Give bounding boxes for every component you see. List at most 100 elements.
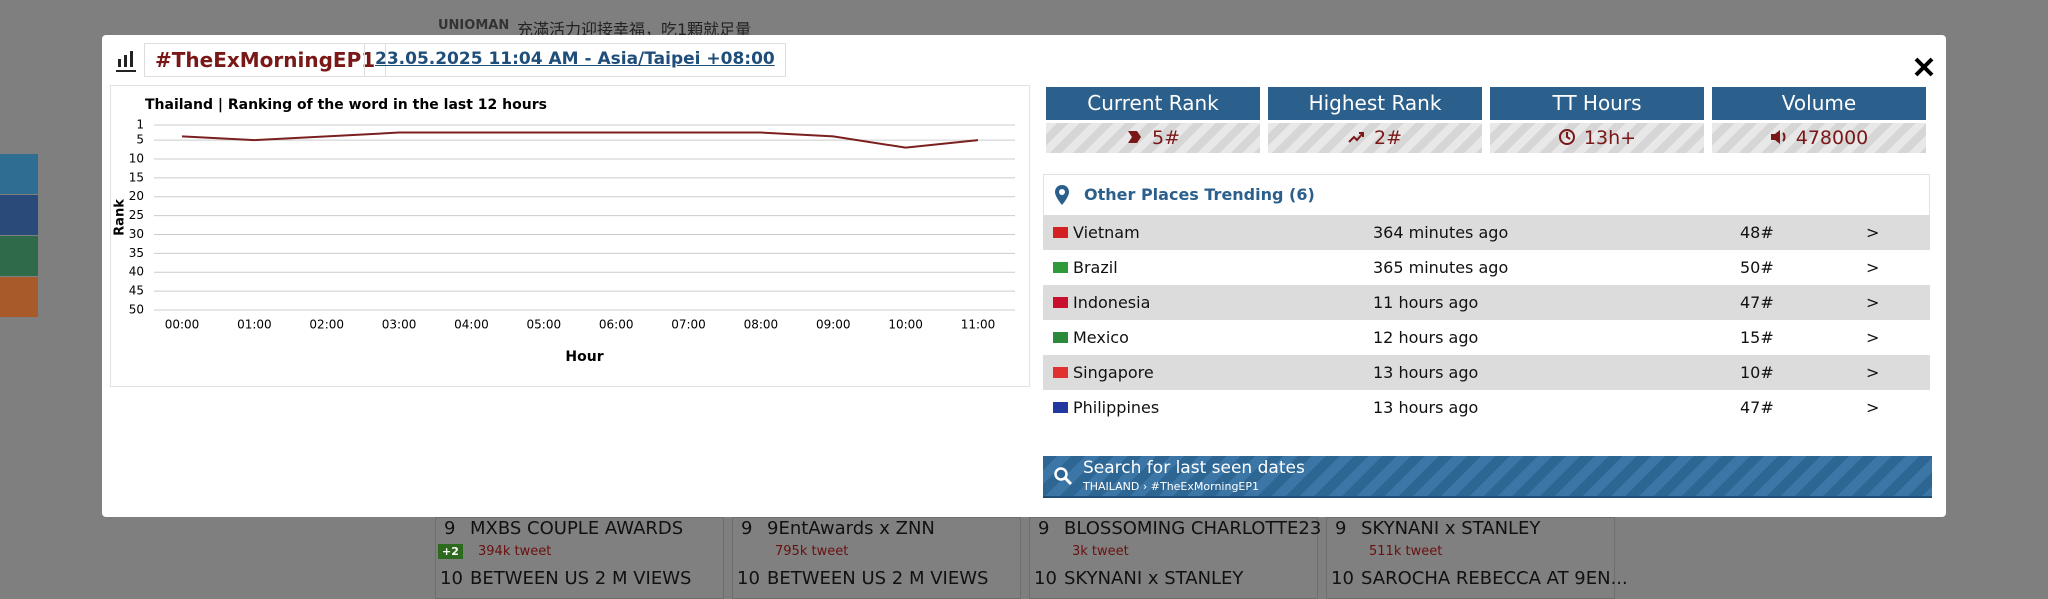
stat-icon bbox=[1127, 131, 1141, 143]
x-tick-label: 06:00 bbox=[599, 318, 634, 332]
chart-title: Thailand | Ranking of the word in the la… bbox=[145, 97, 547, 113]
modal: #TheExMorningEP1 23.05.2025 11:04 AM - A… bbox=[102, 35, 1946, 517]
card-next-name: BETWEEN US 2 M VIEWS bbox=[767, 568, 989, 589]
trend-card: 9 MXBS COUPLE AWARDS +2 394k tweet 10 BETWEEN… bbox=[435, 517, 724, 599]
search-bar[interactable]: Search for last seen dates THAILAND › #T… bbox=[1043, 456, 1932, 498]
flag-icon bbox=[1053, 367, 1068, 378]
x-tick-label: 10:00 bbox=[888, 318, 923, 332]
card-next-rank: 10 bbox=[1331, 568, 1354, 589]
stat-value-box: 2# bbox=[1268, 123, 1482, 153]
card-next-name: SKYNANI x STANLEY bbox=[1064, 568, 1244, 589]
other-places-header: Other Places Trending (6) bbox=[1043, 174, 1930, 217]
stat-value: 478000 bbox=[1795, 127, 1869, 149]
close-button[interactable] bbox=[1912, 55, 1936, 79]
rank: 47# bbox=[1740, 293, 1774, 312]
last-seen: 364 minutes ago bbox=[1373, 223, 1509, 242]
stat-value: 13h+ bbox=[1583, 127, 1637, 149]
card-tweets: 394k tweet bbox=[478, 544, 552, 559]
chart-box bbox=[110, 85, 1030, 387]
card-rank: 9 bbox=[1335, 518, 1347, 539]
rank: 48# bbox=[1740, 223, 1774, 242]
y-tick-label: 50 bbox=[129, 303, 144, 317]
date-link[interactable]: 23.05.2025 11:04 AM - Asia/Taipei +08:00 bbox=[364, 43, 786, 77]
search-icon bbox=[1054, 467, 1073, 486]
ad-text: 充滿活力迎接幸福，吃1顆就足量 bbox=[517, 20, 752, 39]
y-tick-label: 25 bbox=[129, 208, 144, 222]
rank: 47# bbox=[1740, 398, 1774, 417]
trend-card: 9 9EntAwards x ZNN 795k tweet 10 BETWEEN US … bbox=[732, 517, 1021, 599]
y-tick-label: 45 bbox=[129, 284, 144, 298]
flag-icon bbox=[1053, 262, 1068, 273]
more-link[interactable]: > bbox=[1866, 258, 1880, 277]
flag-icon bbox=[1053, 402, 1068, 413]
card-rank: 9 bbox=[741, 518, 753, 539]
search-title: Search for last seen dates bbox=[1083, 458, 1305, 478]
hashtag: #TheExMorningEP1 bbox=[144, 43, 387, 77]
stat-box: Volume 478000 bbox=[1712, 87, 1926, 154]
stat-box: Highest Rank 2# bbox=[1268, 87, 1482, 154]
stat-icon bbox=[1770, 130, 1786, 144]
y-axis-label: Rank bbox=[113, 199, 128, 236]
stat-value-box: 5# bbox=[1046, 123, 1260, 153]
rss-icon[interactable] bbox=[0, 277, 38, 317]
x-tick-label: 09:00 bbox=[816, 318, 851, 332]
place-row: Mexico 12 hours ago 15# > bbox=[1043, 320, 1930, 355]
last-seen: 13 hours ago bbox=[1373, 363, 1479, 382]
trend-card: 9 SKYNANI x STANLEY 511k tweet 10 SAROCHA RE… bbox=[1326, 517, 1628, 599]
stat-icon bbox=[1348, 132, 1364, 143]
stat-icon bbox=[1558, 129, 1575, 145]
country: Singapore bbox=[1073, 363, 1154, 382]
card-tweets: 3k tweet bbox=[1072, 544, 1129, 559]
rank: 50# bbox=[1740, 258, 1774, 277]
stat-box: Current Rank 5# bbox=[1046, 87, 1260, 154]
y-tick-label: 15 bbox=[129, 170, 144, 184]
country: Mexico bbox=[1073, 328, 1129, 347]
chart-icon bbox=[116, 51, 136, 72]
x-tick-label: 05:00 bbox=[527, 318, 562, 332]
card-next-rank: 10 bbox=[737, 568, 760, 589]
card-next-rank: 10 bbox=[1034, 568, 1057, 589]
place-row: Philippines 13 hours ago 47# > bbox=[1043, 390, 1930, 425]
more-link[interactable]: > bbox=[1866, 328, 1880, 347]
stat-label: Volume bbox=[1712, 87, 1926, 120]
stat-value-box: 478000 bbox=[1712, 123, 1926, 153]
place-row: Vietnam 364 minutes ago 48# > bbox=[1043, 215, 1930, 250]
stat-value: 2# bbox=[1373, 127, 1402, 149]
y-tick-label: 35 bbox=[129, 246, 144, 260]
more-link[interactable]: > bbox=[1866, 398, 1880, 417]
whatsapp-icon[interactable] bbox=[0, 236, 38, 276]
card-rank: 9 bbox=[444, 518, 456, 539]
x-tick-label: 07:00 bbox=[671, 318, 706, 332]
y-tick-label: 40 bbox=[129, 265, 144, 279]
x-tick-label: 01:00 bbox=[237, 318, 272, 332]
y-tick-label: 30 bbox=[129, 227, 144, 241]
flag-icon bbox=[1053, 227, 1068, 238]
last-seen: 11 hours ago bbox=[1373, 293, 1479, 312]
place-row: Singapore 13 hours ago 10# > bbox=[1043, 355, 1930, 390]
flag-icon bbox=[1053, 297, 1068, 308]
card-next-name: BETWEEN US 2 M VIEWS bbox=[470, 568, 692, 589]
more-link[interactable]: > bbox=[1866, 223, 1880, 242]
card-tweets: 511k tweet bbox=[1369, 544, 1443, 559]
card-tweets: 795k tweet bbox=[775, 544, 849, 559]
pin-icon bbox=[1055, 185, 1069, 205]
stat-value: 5# bbox=[1151, 127, 1180, 149]
country: Vietnam bbox=[1073, 223, 1140, 242]
more-link[interactable]: > bbox=[1866, 293, 1880, 312]
card-rank: 9 bbox=[1038, 518, 1050, 539]
stat-label: Highest Rank bbox=[1268, 87, 1482, 120]
trend-card: 9 BLOSSOMING CHARLOTTE23 3k tweet 10 SKYNANI… bbox=[1029, 517, 1321, 599]
facebook-icon[interactable] bbox=[0, 195, 38, 235]
x-axis-label: Hour bbox=[565, 349, 603, 365]
more-link[interactable]: > bbox=[1866, 363, 1880, 382]
chart: Thailand | Ranking of the word in the la… bbox=[113, 97, 1015, 365]
x-tick-label: 08:00 bbox=[744, 318, 779, 332]
stat-value-box: 13h+ bbox=[1490, 123, 1704, 153]
twitter-icon[interactable] bbox=[0, 154, 38, 194]
card-name: MXBS COUPLE AWARDS bbox=[470, 518, 684, 539]
stat-label: TT Hours bbox=[1490, 87, 1704, 120]
card-next-rank: 10 bbox=[440, 568, 463, 589]
card-name: SKYNANI x STANLEY bbox=[1361, 518, 1541, 539]
card-next-name: SAROCHA REBECCA AT 9EN... bbox=[1361, 568, 1628, 589]
brand: UNIOMAN bbox=[438, 18, 510, 33]
